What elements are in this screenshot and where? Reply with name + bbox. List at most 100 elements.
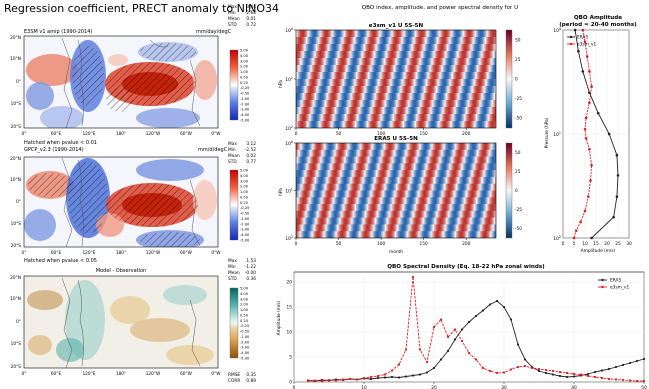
spectral-point (607, 377, 611, 381)
map2-lat-tick: 0° (16, 199, 21, 205)
colorbar-tick-label: 4.00 (240, 54, 249, 58)
x-tick-label: 100 (377, 241, 385, 247)
colorbar-tick-label: 0 (515, 77, 518, 83)
spectral-point (460, 339, 464, 343)
map1-stats: Max 3.44 Min -2.68 Mean 0.01 STD 0.72 (228, 4, 256, 28)
spectral-point (635, 359, 639, 363)
spectral-point (404, 375, 408, 378)
x-tick-label: 30 (501, 385, 507, 389)
colorbar-tick-label: -0.25 (240, 86, 249, 90)
amp-point (590, 236, 593, 240)
colorbar-tick-label: 25 (515, 57, 521, 63)
spectral-point (558, 370, 562, 374)
spectral-point (411, 374, 415, 377)
colorbar-tick-label: 0.25 (240, 81, 248, 85)
map2-colorbar (229, 169, 239, 241)
map2-lat-tick: 10°N (10, 177, 21, 183)
spectral-point (523, 364, 527, 368)
map2-field (24, 157, 218, 247)
stat-label: Min (228, 147, 236, 153)
stat-value: 3.44 (246, 4, 256, 10)
heatmap1-colorbar-ticks: 50 25 0 -25 -50 (515, 37, 522, 121)
stat-value: 0.77 (246, 159, 256, 165)
map2-lon-tick: 60°E (51, 250, 62, 256)
colorbar-tick-label: -1.00 (240, 217, 250, 221)
amp-point (589, 179, 592, 182)
spectral-point (572, 372, 576, 376)
amp-title: QBO Amplitude (574, 15, 622, 21)
spectral-point (439, 318, 443, 321)
legend-label: e3sm_v1 (610, 285, 629, 291)
colorbar-tick-label: -5.00 (240, 119, 250, 123)
y-tick-label: 10 (287, 330, 293, 336)
colorbar-tick-label: 4.00 (240, 174, 249, 178)
colorbar-tick-label: -2.00 (240, 102, 250, 106)
spectral-point (390, 369, 394, 372)
amp-point (583, 209, 587, 213)
spectral-point (411, 275, 415, 279)
map2-lon-tick: 120°E (82, 250, 95, 256)
map2-colorbar-ticks: 5.004.003.00 2.001.000.50 0.25-0.25 -0.50-1… (240, 169, 250, 243)
amp-point (577, 49, 580, 53)
spectral-point (509, 368, 513, 371)
amp-point (585, 55, 589, 58)
colorbar-tick-label: 0.50 (240, 313, 249, 317)
y-tick-label: 100 (285, 140, 293, 147)
heatmap2-title: ERA5 U 5S-5N (374, 136, 418, 142)
spectral-point (362, 376, 366, 380)
colorbar-tick-label: 1.00 (240, 308, 249, 312)
heatmap1-stripes (296, 30, 496, 128)
map1-field (24, 36, 218, 128)
map2-left-title: GPCP_v2.3 (1990-2014) (24, 147, 84, 153)
stat-value: 0.01 (246, 16, 256, 22)
amp-xlabel: Amplitude (m/s) (581, 248, 616, 254)
y-tick-label: 101 (285, 76, 293, 83)
x-tick-label: 40 (571, 385, 577, 389)
spectral-point (495, 371, 499, 375)
amp-point (588, 147, 591, 151)
y-tick-label: 100 (553, 27, 561, 34)
map3-lon-tick: 0°W (211, 371, 221, 377)
map1-lon-tick: 0° (22, 131, 27, 137)
spectral-point (383, 376, 387, 379)
spectral-point (397, 363, 401, 366)
spectral-point (516, 343, 520, 346)
map1-left-title: E3SM v1 amip (1990-2014) (24, 29, 92, 35)
spectral-point (565, 371, 569, 375)
spectral-point (565, 375, 569, 379)
x-tick-label: 0 (562, 241, 565, 247)
spectral-point (551, 369, 555, 373)
page-title: Regression coefficient, PRECT anomaly to… (4, 2, 279, 15)
stat-value: -0.00 (245, 270, 256, 276)
heatmap2-ylabel: hPa (278, 188, 284, 196)
colorbar-tick-label: -25 (515, 96, 522, 102)
x-tick-label: 50 (336, 241, 342, 247)
colorbar-tick-label: 5.00 (240, 169, 249, 173)
colorbar-tick-label: 3.00 (240, 59, 249, 63)
spectral-point (355, 378, 359, 381)
x-tick-label: 200 (462, 131, 470, 137)
stat-label: STD (228, 276, 237, 282)
map1-units: mm/day/degC (196, 29, 232, 35)
heatmap2-colorbar (505, 142, 513, 239)
legend-label: e3sm_v1 (577, 42, 596, 48)
spectral-point (600, 369, 604, 372)
spectral-point (376, 376, 380, 380)
x-tick-label: 0 (293, 385, 296, 389)
amp-point (572, 236, 576, 240)
x-tick-label: 20 (431, 385, 437, 389)
spectral-point (397, 376, 401, 379)
spectral-point (446, 335, 450, 339)
colorbar-tick-label: -1.00 (240, 97, 250, 101)
map3-lon-tick: 120°E (82, 371, 95, 377)
y-tick-label: 0 (289, 380, 292, 386)
colorbar-tick-label: -5.00 (240, 239, 250, 243)
spectral-point (306, 379, 310, 383)
spectral-point (635, 379, 639, 383)
map2-lon-tick: 60°W (180, 250, 193, 256)
spectral-point (607, 367, 611, 371)
map3-lon-tick: 180° (116, 371, 126, 377)
spectral-point (453, 338, 457, 341)
